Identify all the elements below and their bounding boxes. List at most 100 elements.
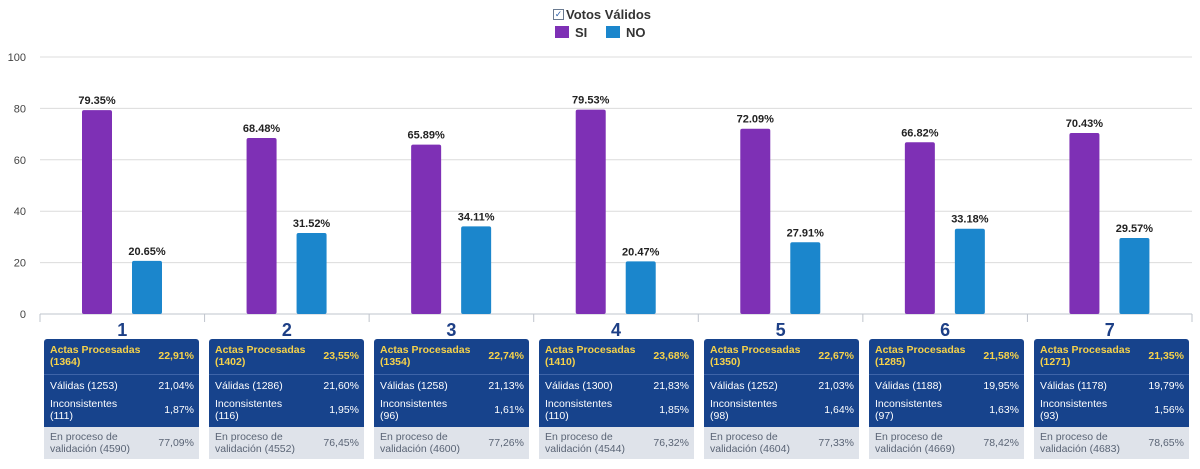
proceso-row (1034, 427, 1189, 459)
x-category-label: 4 (611, 320, 621, 340)
data-label-no: 34.11% (458, 211, 495, 223)
actas-row (704, 339, 859, 375)
proceso-pct: 76,32% (653, 437, 689, 449)
actas-label: Actas Procesadas (380, 344, 471, 356)
actas-pct: 22,91% (158, 350, 194, 362)
actas-count: (1410) (545, 356, 576, 368)
proceso-count: validación (4600) (380, 443, 460, 455)
actas-pct: 23,68% (653, 350, 689, 362)
x-category-label: 2 (282, 320, 292, 340)
actas-count: (1364) (50, 356, 81, 368)
row-divider (869, 374, 1024, 375)
inconsistentes-count: (110) (545, 410, 569, 422)
proceso-pct: 76,45% (323, 437, 359, 449)
actas-label: Actas Procesadas (50, 344, 141, 356)
data-label-si: 68.48% (243, 123, 281, 135)
actas-count: (1402) (215, 356, 246, 368)
bar-no (461, 226, 492, 314)
row-divider (209, 374, 364, 375)
legend-label-si[interactable]: SI (575, 25, 588, 40)
inconsistentes-count: (98) (710, 410, 729, 422)
proceso-pct: 77,26% (488, 437, 524, 449)
validas-row (374, 375, 529, 427)
data-label-no: 31.52% (293, 218, 331, 230)
validas-pct: 19,79% (1148, 380, 1184, 392)
bar-chart: 0 20 40 60 80 100 1 79.35% 20.65% 2 68.48% 31.52% 3 6… (8, 52, 1193, 340)
proceso-count: validación (4669) (875, 443, 955, 455)
actas-pct: 23,55% (323, 350, 359, 362)
inconsistentes-pct: 1,87% (164, 404, 194, 416)
actas-row (869, 339, 1024, 375)
row-divider (704, 374, 859, 375)
row-divider (44, 374, 199, 375)
actas-pct: 21,35% (1148, 350, 1184, 362)
inconsistentes-count: (96) (380, 410, 399, 422)
row-divider (374, 374, 529, 375)
x-category-label: 7 (1105, 320, 1115, 340)
proceso-label: En proceso de (875, 431, 943, 443)
bar-si (904, 142, 935, 314)
validas-row (539, 375, 694, 427)
region-table-6: Actas Procesadas (1285) 21,58% Válidas (118… (869, 339, 1024, 459)
validas-row (44, 375, 199, 427)
legend-swatch-si[interactable] (555, 26, 569, 38)
actas-label: Actas Procesadas (215, 344, 306, 356)
inconsistentes-pct: 1,64% (824, 404, 854, 416)
bar-no (132, 260, 162, 314)
data-label-si: 79.53% (572, 95, 610, 107)
region-table-3: Actas Procesadas (1354) 22,74% Válidas (125… (374, 339, 529, 459)
proceso-row (374, 427, 529, 459)
validas-label: Válidas (1178) (1040, 380, 1107, 392)
actas-pct: 22,67% (818, 350, 854, 362)
inconsistentes-label: Inconsistentes (215, 398, 283, 410)
bar-no (954, 228, 985, 314)
data-label-no: 20.65% (128, 246, 166, 258)
chart-legend: ✓ Votos Válidos SI NO (0, 0, 1200, 44)
validas-pct: 21,60% (323, 380, 359, 392)
proceso-label: En proceso de (215, 431, 283, 443)
proceso-count: validación (4544) (545, 443, 625, 455)
validas-pct: 21,13% (488, 380, 524, 392)
inconsistentes-pct: 1,61% (494, 404, 524, 416)
bar-si (575, 109, 606, 314)
x-category-label: 6 (940, 320, 950, 340)
data-label-no: 33.18% (951, 214, 989, 226)
x-category-label: 5 (776, 320, 786, 340)
proceso-count: validación (4590) (50, 443, 130, 455)
inconsistentes-count: (111) (50, 410, 73, 422)
validas-pct: 21,83% (653, 380, 689, 392)
data-label-no: 27.91% (787, 227, 825, 239)
inconsistentes-pct: 1,85% (659, 404, 689, 416)
actas-label: Actas Procesadas (545, 344, 636, 356)
y-tick-label: 20 (14, 258, 26, 270)
legend-checkbox-icon[interactable]: ✓ (553, 9, 564, 20)
inconsistentes-pct: 1,56% (1154, 404, 1184, 416)
bar-si (740, 128, 771, 314)
y-tick-label: 100 (8, 52, 26, 64)
proceso-count: validación (4552) (215, 443, 295, 455)
proceso-row (44, 427, 199, 459)
inconsistentes-count: (93) (1040, 410, 1059, 422)
validas-pct: 21,03% (818, 380, 854, 392)
region-table-4: Actas Procesadas (1410) 23,68% Válidas (130… (539, 339, 694, 459)
proceso-pct: 78,42% (983, 437, 1019, 449)
validas-label: Válidas (1300) (545, 380, 613, 392)
row-divider (1034, 374, 1189, 375)
proceso-label: En proceso de (710, 431, 778, 443)
legend-swatch-no[interactable] (606, 26, 620, 38)
region-table-7: Actas Procesadas (1271) 21,35% Válidas (117… (1034, 339, 1189, 459)
actas-row (1034, 339, 1189, 375)
actas-row (44, 339, 199, 375)
inconsistentes-pct: 1,95% (329, 404, 359, 416)
region-table-1: Actas Procesadas (1364) 22,91% Válidas (125… (44, 339, 199, 459)
bar-si (82, 110, 112, 315)
validas-row (869, 375, 1024, 427)
actas-count: (1271) (1040, 356, 1071, 368)
proceso-label: En proceso de (545, 431, 613, 443)
y-tick-label: 40 (14, 206, 26, 218)
actas-row (374, 339, 529, 375)
row-divider (539, 374, 694, 375)
actas-pct: 22,74% (488, 350, 524, 362)
validas-label: Válidas (1258) (380, 380, 448, 392)
legend-label-no[interactable]: NO (626, 25, 646, 40)
